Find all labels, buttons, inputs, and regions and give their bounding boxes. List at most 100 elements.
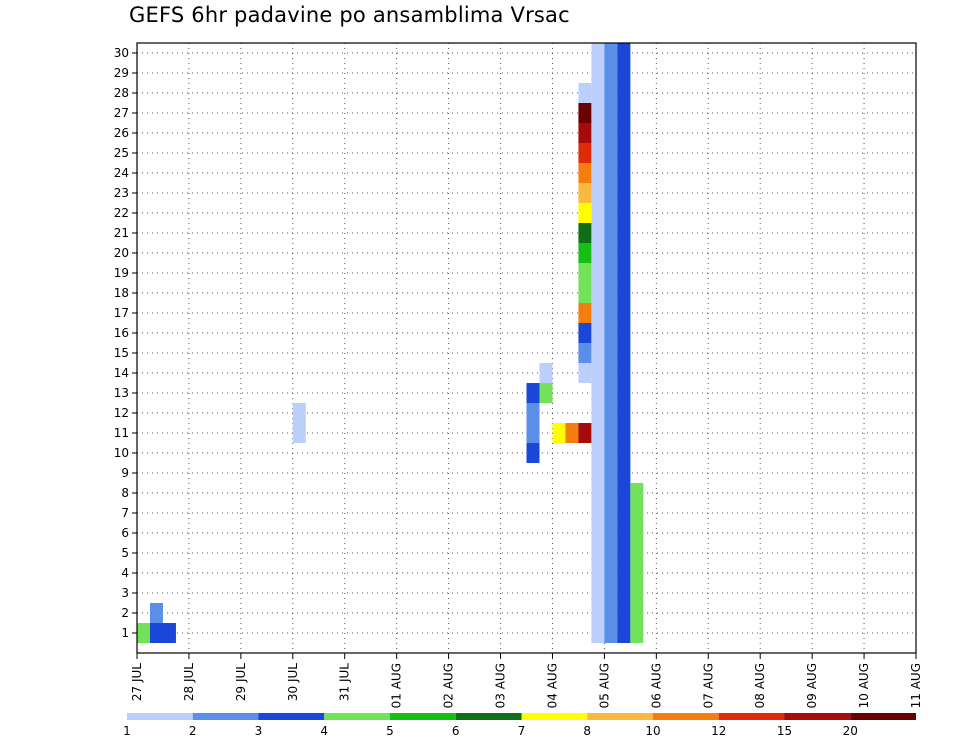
colorbar-label: 15	[777, 724, 792, 738]
colorbar-label: 12	[711, 724, 726, 738]
y-tick-label: 23	[114, 186, 129, 200]
heat-cell	[617, 503, 631, 523]
heat-cell	[539, 383, 553, 403]
x-tick-label: 30 JUL	[286, 663, 300, 701]
x-tick-label: 31 JUL	[338, 663, 352, 701]
heat-cell	[526, 423, 540, 443]
x-tick-label: 02 AUG	[442, 663, 456, 708]
heat-cell	[617, 163, 631, 183]
heat-cell	[617, 323, 631, 343]
heat-cell	[617, 83, 631, 103]
heat-cell	[578, 303, 592, 323]
x-tick-label: 28 JUL	[182, 663, 196, 701]
heat-cell	[591, 283, 605, 303]
x-tick-label: 05 AUG	[597, 663, 611, 708]
x-tick-label: 10 AUG	[857, 663, 871, 708]
heat-cell	[578, 363, 592, 383]
y-tick-label: 9	[121, 466, 129, 480]
heat-cell	[604, 363, 618, 383]
x-tick-label: 04 AUG	[545, 663, 559, 708]
heat-cell	[149, 603, 163, 623]
heat-cell	[578, 203, 592, 223]
heat-cell	[578, 183, 592, 203]
heat-cell	[591, 563, 605, 583]
colorbar-label: 4	[320, 724, 328, 738]
heat-cell	[591, 143, 605, 163]
heat-cell	[137, 623, 150, 643]
heat-cell	[604, 123, 618, 143]
y-tick-label: 2	[121, 606, 129, 620]
heat-cell	[617, 283, 631, 303]
heat-cell	[604, 163, 618, 183]
heat-cell	[591, 503, 605, 523]
heat-cell	[578, 423, 592, 443]
heat-cell	[604, 523, 618, 543]
heat-cell	[617, 263, 631, 283]
y-tick-label: 25	[114, 146, 129, 160]
colorbar-swatch	[390, 713, 456, 720]
y-tick-label: 12	[114, 406, 129, 420]
heat-cell	[617, 563, 631, 583]
heat-cell	[578, 223, 592, 243]
x-tick-label: 07 AUG	[701, 663, 715, 708]
heat-cell	[591, 443, 605, 463]
heat-cell	[604, 103, 618, 123]
heat-cell	[578, 123, 592, 143]
x-tick-label: 01 AUG	[390, 663, 404, 708]
heat-cell	[630, 623, 644, 643]
heat-cell	[591, 463, 605, 483]
heat-cell	[604, 83, 618, 103]
heat-cell	[617, 43, 631, 63]
y-tick-label: 6	[121, 526, 129, 540]
x-tick-label: 08 AUG	[753, 663, 767, 708]
y-tick-label: 15	[114, 346, 129, 360]
heat-cell	[591, 263, 605, 283]
heat-cell	[292, 403, 306, 423]
colorbar-label: 5	[386, 724, 394, 738]
heat-cell	[604, 423, 618, 443]
heat-cell	[578, 243, 592, 263]
colorbar-label: 1	[123, 724, 131, 738]
heat-cell	[591, 63, 605, 83]
heat-cell	[591, 523, 605, 543]
heat-cell	[604, 183, 618, 203]
heat-cell	[617, 123, 631, 143]
heat-cell	[591, 83, 605, 103]
heat-cell	[617, 363, 631, 383]
heat-cell	[526, 383, 540, 403]
heat-cell	[617, 623, 631, 643]
y-tick-label: 27	[114, 106, 129, 120]
heat-cell	[604, 223, 618, 243]
heat-cell	[591, 223, 605, 243]
heat-cell	[149, 623, 163, 643]
heat-cell	[630, 523, 644, 543]
x-tick-label: 29 JUL	[234, 663, 248, 701]
heat-cell	[604, 623, 618, 643]
y-tick-label: 29	[114, 66, 129, 80]
heat-cell	[604, 483, 618, 503]
heat-cell	[591, 403, 605, 423]
heat-cell	[617, 303, 631, 323]
heat-cell	[630, 563, 644, 583]
heat-cell	[617, 343, 631, 363]
y-tick-label: 5	[121, 546, 129, 560]
heat-cell	[578, 283, 592, 303]
heat-cell	[604, 143, 618, 163]
heat-cell	[630, 583, 644, 603]
heat-cell	[617, 223, 631, 243]
heat-cell	[591, 423, 605, 443]
y-tick-label: 21	[114, 226, 129, 240]
y-tick-label: 17	[114, 306, 129, 320]
heat-cell	[578, 263, 592, 283]
heat-cell	[604, 303, 618, 323]
y-tick-label: 11	[114, 426, 129, 440]
heat-cell	[526, 403, 540, 423]
heat-cell	[630, 603, 644, 623]
heat-cell	[617, 543, 631, 563]
heat-cell	[591, 363, 605, 383]
heat-cell	[578, 163, 592, 183]
colorbar-swatch	[455, 713, 522, 720]
heat-cell	[604, 583, 618, 603]
heat-cell	[591, 243, 605, 263]
y-tick-label: 30	[114, 46, 129, 60]
